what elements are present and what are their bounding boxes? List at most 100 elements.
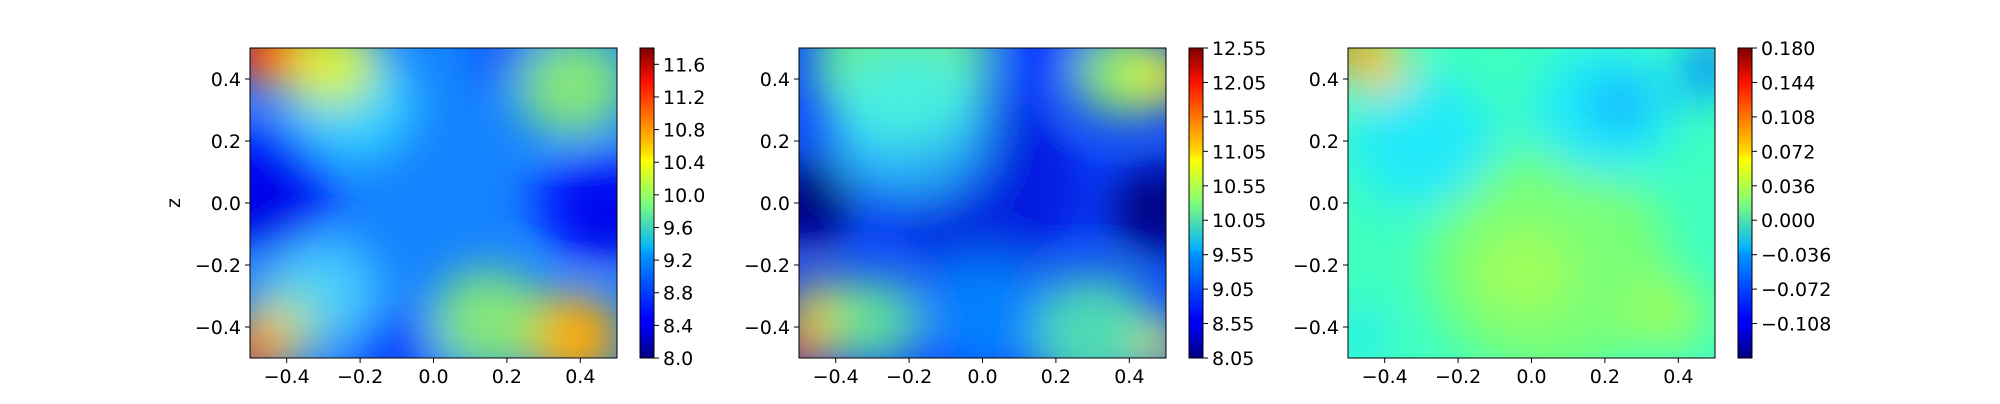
x-tick-label: 0.4 bbox=[1663, 366, 1693, 388]
y-tick-label: −0.2 bbox=[195, 255, 241, 277]
heatmap-blob bbox=[266, 237, 380, 342]
colorbar-tick-label: 8.55 bbox=[1212, 314, 1254, 336]
heatmap-blob bbox=[1134, 52, 1166, 106]
colorbar-tick-label: 10.4 bbox=[663, 152, 705, 174]
x-tick-label: −0.2 bbox=[1435, 366, 1481, 388]
heatmap-blob bbox=[516, 48, 617, 138]
y-tick-label: 0.0 bbox=[1309, 193, 1339, 215]
y-tick-label: −0.4 bbox=[744, 317, 790, 339]
x-axis-label: y bbox=[977, 395, 988, 400]
x-tick-label: 0.0 bbox=[967, 366, 997, 388]
heatmap-blob bbox=[1672, 52, 1715, 106]
colorbar-tick-label: 9.55 bbox=[1212, 245, 1254, 267]
colorbar-tick-label: 11.2 bbox=[663, 87, 705, 109]
y-tick-label: 0.2 bbox=[760, 131, 790, 153]
y-tick-label: −0.2 bbox=[1293, 255, 1339, 277]
heatmap-blob bbox=[524, 291, 617, 358]
x-tick-label: −0.4 bbox=[1362, 366, 1408, 388]
colorbar-tick-label: 8.8 bbox=[663, 283, 693, 305]
colorbar-tick-label: 8.05 bbox=[1212, 348, 1254, 370]
heatmap-blob bbox=[823, 276, 921, 358]
colorbar-tick-label: −0.036 bbox=[1761, 245, 1831, 267]
heatmap-blob bbox=[534, 143, 617, 263]
x-tick-label: 0.2 bbox=[492, 366, 522, 388]
heatmap-blob bbox=[1348, 74, 1495, 208]
colorbar-tick-label: 11.05 bbox=[1212, 141, 1266, 163]
colorbar-tick-label: 9.05 bbox=[1212, 279, 1254, 301]
heatmap-blob bbox=[348, 310, 446, 358]
heatmap-field bbox=[1348, 48, 1715, 358]
colorbar-tick-label: 0.144 bbox=[1761, 72, 1815, 94]
x-tick-label: 0.2 bbox=[1590, 366, 1620, 388]
x-axis-label: y bbox=[428, 395, 439, 400]
y-tick-label: 0.2 bbox=[211, 131, 241, 153]
heatmap-blob bbox=[799, 158, 855, 248]
heatmap-blob bbox=[1475, 226, 1573, 316]
colorbar-tick-label: 12.55 bbox=[1212, 38, 1266, 60]
colorbar-tick-label: 0.000 bbox=[1761, 210, 1815, 232]
colorbar-tick-label: 10.05 bbox=[1212, 210, 1266, 232]
colorbar-tick-label: 11.55 bbox=[1212, 107, 1266, 129]
colorbar-frame bbox=[1188, 47, 1204, 359]
x-tick-label: −0.4 bbox=[264, 366, 310, 388]
x-tick-label: 0.0 bbox=[1516, 366, 1546, 388]
colorbar-tick-label: 0.108 bbox=[1761, 107, 1815, 129]
colorbar-tick-label: 8.0 bbox=[663, 348, 693, 370]
colorbar-tick-label: 0.036 bbox=[1761, 176, 1815, 198]
x-axis-label: y bbox=[1526, 395, 1537, 400]
colorbar-tick-label: 9.6 bbox=[663, 217, 693, 239]
colorbar-tick-label: 12.05 bbox=[1212, 72, 1266, 94]
colorbar-frame bbox=[639, 47, 655, 359]
colorbar bbox=[1738, 48, 1752, 358]
y-tick-label: 0.4 bbox=[211, 69, 241, 91]
colorbar-tick-label: −0.108 bbox=[1761, 314, 1831, 336]
colorbar bbox=[1189, 48, 1203, 358]
y-tick-label: 0.4 bbox=[1309, 69, 1339, 91]
colorbar-frame bbox=[1737, 47, 1753, 359]
colorbar bbox=[640, 48, 654, 358]
heatmap-field bbox=[250, 48, 617, 358]
y-axis-label: z bbox=[163, 198, 185, 208]
panel-1: −0.4 −0.2 0.0 0.2 0.4 0.4 0.2 0.0 −0.2 −0.4 y z 8.0 8… bbox=[163, 47, 705, 404]
colorbar-tick-label: 9.2 bbox=[663, 250, 693, 272]
colorbar-tick-label: 0.180 bbox=[1761, 38, 1815, 60]
colorbar-tick-label: 10.8 bbox=[663, 120, 705, 142]
x-tick-label: 0.0 bbox=[418, 366, 448, 388]
colorbar-tick-label: 0.072 bbox=[1761, 141, 1815, 163]
colorbar-tick-label: 10.55 bbox=[1212, 176, 1266, 198]
heatmap-blob bbox=[828, 51, 990, 200]
heatmap-blob bbox=[1348, 48, 1410, 94]
x-tick-label: 0.4 bbox=[565, 366, 595, 388]
x-tick-label: −0.4 bbox=[813, 366, 859, 388]
y-tick-label: −0.4 bbox=[195, 317, 241, 339]
colorbar-tick-label: 11.6 bbox=[663, 54, 705, 76]
y-tick-label: 0.0 bbox=[760, 193, 790, 215]
x-tick-label: −0.2 bbox=[886, 366, 932, 388]
heatmap-blob bbox=[1591, 77, 1648, 130]
y-tick-label: 0.0 bbox=[211, 193, 241, 215]
y-tick-label: 0.4 bbox=[760, 69, 790, 91]
colorbar-tick-label: −0.072 bbox=[1761, 279, 1831, 301]
heatmap-field bbox=[799, 48, 1166, 358]
colorbar-tick-label: 10.0 bbox=[663, 185, 705, 207]
panel-3: −0.4 −0.2 0.0 0.2 0.4 0.4 0.2 0.0 −0.2 −0.4 y −0.10… bbox=[1293, 38, 1831, 404]
y-tick-label: −0.2 bbox=[744, 255, 790, 277]
heatmap-blob bbox=[1110, 164, 1166, 254]
x-tick-label: 0.4 bbox=[1114, 366, 1144, 388]
heatmap-blob bbox=[917, 251, 1048, 358]
heatmap-blob bbox=[1000, 48, 1082, 89]
y-tick-label: 0.2 bbox=[1309, 131, 1339, 153]
colorbar-tick-label: 8.4 bbox=[663, 315, 693, 337]
heatmap-blob bbox=[1028, 273, 1158, 358]
panel-2: −0.4 −0.2 0.0 0.2 0.4 0.4 0.2 0.0 −0.2 −0.4 y 8.05 8… bbox=[744, 38, 1267, 404]
heatmap-blob bbox=[432, 268, 546, 358]
y-tick-label: −0.4 bbox=[1293, 317, 1339, 339]
x-tick-label: −0.2 bbox=[337, 366, 383, 388]
heatmap-blob bbox=[282, 48, 380, 109]
heatmap-blob bbox=[1348, 310, 1388, 358]
heatmap-blob bbox=[1626, 277, 1708, 352]
heatmap-blob bbox=[1138, 323, 1166, 358]
x-tick-label: 0.2 bbox=[1041, 366, 1071, 388]
